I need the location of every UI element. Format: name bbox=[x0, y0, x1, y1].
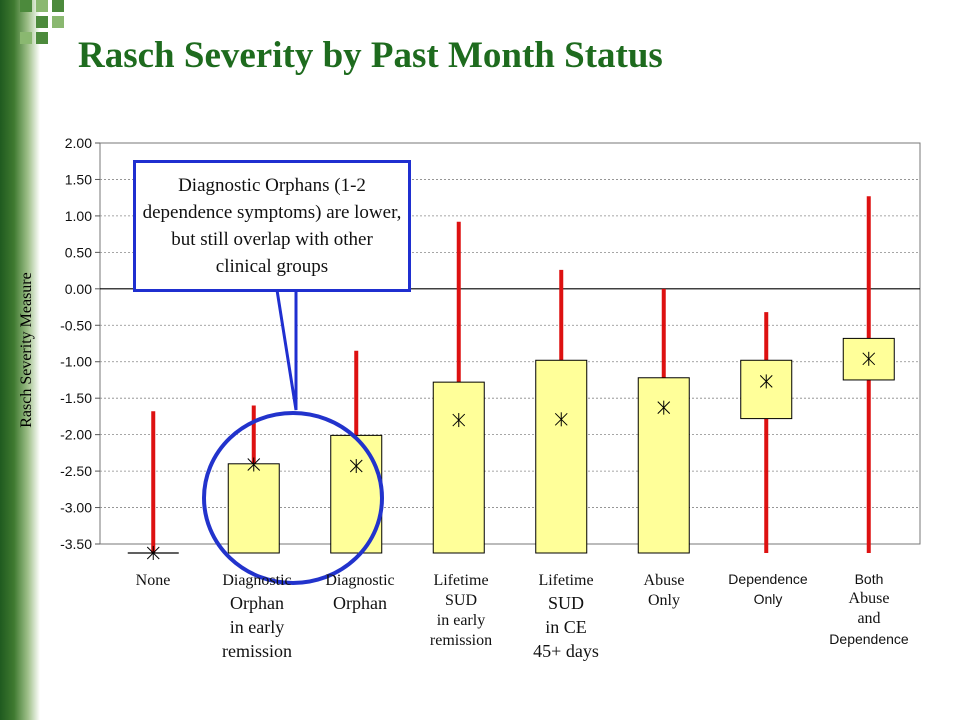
x-category-label: Lifetime SUD in CE 45+ days bbox=[506, 571, 626, 663]
y-tick-label: -2.00 bbox=[60, 427, 92, 443]
x-category-label-line: Abuse bbox=[643, 572, 685, 589]
x-category-label-line: Orphan bbox=[333, 593, 387, 613]
x-category-label-line: and bbox=[857, 610, 881, 627]
y-tick-label: 0.50 bbox=[65, 244, 92, 260]
x-category-label: Diagnostic Orphan bbox=[300, 571, 420, 615]
mean-marker bbox=[554, 412, 568, 427]
highlight-circle bbox=[202, 411, 384, 585]
callout-pointer bbox=[275, 288, 298, 411]
page-title: Rasch Severity by Past Month Status bbox=[78, 35, 663, 76]
x-category-label: Both Abuse and Dependence bbox=[809, 569, 929, 649]
x-category-label-line: Dependence bbox=[728, 571, 808, 587]
mean-marker bbox=[759, 374, 773, 389]
x-category-label-line: Both bbox=[854, 571, 884, 587]
x-category-label-line: Lifetime bbox=[433, 572, 489, 589]
corner-squares-decoration bbox=[20, 0, 64, 44]
x-category-label-line: 45+ days bbox=[533, 641, 599, 661]
y-tick-label: -0.50 bbox=[60, 317, 92, 333]
y-axis-label: Rasch Severity Measure bbox=[18, 272, 35, 428]
x-category-label: Abuse Only bbox=[604, 571, 724, 611]
bar bbox=[432, 381, 485, 554]
mean-marker bbox=[349, 458, 363, 473]
x-category-label-line: SUD bbox=[547, 593, 584, 613]
y-tick-label: -2.50 bbox=[60, 463, 92, 479]
bar bbox=[227, 463, 280, 554]
y-tick-label: -1.00 bbox=[60, 354, 92, 370]
x-category-label-line: None bbox=[135, 572, 171, 589]
x-category-label-line: SUD bbox=[444, 592, 477, 609]
mean-marker bbox=[452, 413, 466, 428]
annotation-callout: Diagnostic Orphans (1-2 dependence sympt… bbox=[133, 160, 411, 292]
y-tick-label: 1.50 bbox=[65, 171, 92, 187]
annotation-text: Diagnostic Orphans (1-2 dependence sympt… bbox=[142, 175, 402, 277]
bar bbox=[740, 359, 793, 420]
x-category-label-line: Dependence bbox=[829, 631, 909, 647]
x-category-label-line: Only bbox=[753, 591, 783, 607]
x-category-label-line: remission bbox=[222, 641, 292, 661]
y-tick-label: -1.50 bbox=[60, 390, 92, 406]
y-tick-label: -3.50 bbox=[60, 536, 92, 552]
plot-frame bbox=[99, 142, 921, 545]
mean-marker bbox=[247, 457, 261, 472]
x-category-label-line: Abuse bbox=[848, 590, 890, 607]
y-tick-label: 0.00 bbox=[65, 281, 92, 297]
x-category-label-line: Only bbox=[648, 592, 680, 609]
x-category-label: None bbox=[93, 571, 213, 591]
x-category-label-line: in early bbox=[229, 617, 285, 637]
x-category-label-line: Lifetime bbox=[538, 572, 594, 589]
x-category-label: Dependence Only bbox=[708, 569, 828, 609]
x-category-label-line: remission bbox=[429, 632, 493, 649]
mean-marker bbox=[657, 400, 671, 415]
y-tick-label: 1.00 bbox=[65, 208, 92, 224]
y-tick-label: 2.00 bbox=[65, 135, 92, 151]
mean-marker bbox=[146, 546, 160, 560]
bar bbox=[535, 359, 588, 554]
x-category-label-line: Diagnostic bbox=[222, 572, 292, 589]
x-category-label-line: Diagnostic bbox=[325, 572, 395, 589]
x-category-label-line: in early bbox=[436, 612, 486, 629]
x-category-label: Lifetime SUD in early remission bbox=[401, 571, 521, 651]
x-category-label-line: in CE bbox=[545, 617, 587, 637]
y-tick-label: -3.00 bbox=[60, 500, 92, 516]
x-category-label: Diagnostic Orphan in early remission bbox=[197, 571, 317, 663]
mean-marker bbox=[862, 351, 876, 366]
left-decorative-bar bbox=[0, 0, 40, 720]
x-category-label-line: Orphan bbox=[230, 593, 284, 613]
